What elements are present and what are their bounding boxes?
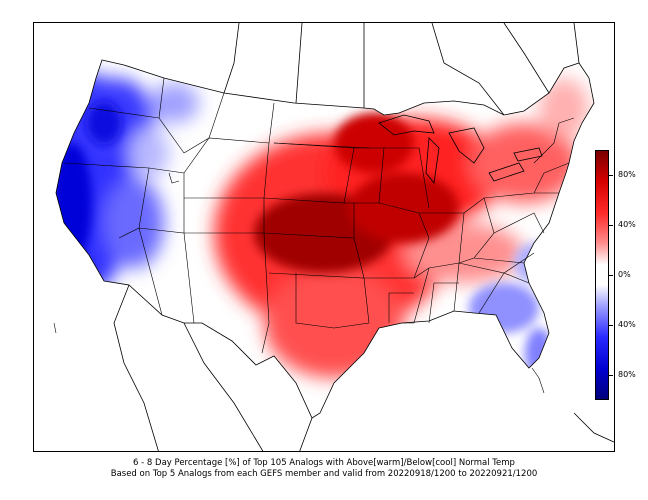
colorbar-tick-label: 0%	[618, 270, 631, 279]
colorbar-tickmark	[609, 175, 613, 176]
colorbar-tickmark	[609, 275, 613, 276]
colorbar	[595, 150, 609, 400]
anomaly-field	[56, 60, 594, 418]
state-lines	[63, 77, 575, 354]
colorbar-tick-label: 80%	[618, 370, 636, 379]
colorbar-tickmark	[609, 325, 613, 326]
anomaly-map	[53, 23, 614, 451]
colorbar-tick-label: 40%	[618, 320, 636, 329]
borders	[55, 23, 614, 451]
caption-line-2: Based on Top 5 Analogs from each GEFS me…	[110, 469, 538, 479]
colorbar-tickmark	[609, 225, 613, 226]
colorbar-tick-label: 80%	[618, 170, 636, 179]
colorbar-tick-label: 40%	[618, 220, 636, 229]
caption-line-1: 6 - 8 Day Percentage [%] of Top 105 Anal…	[133, 458, 515, 468]
map-frame	[33, 22, 615, 452]
coast-details	[53, 172, 545, 394]
colorbar-tickmark	[609, 375, 613, 376]
